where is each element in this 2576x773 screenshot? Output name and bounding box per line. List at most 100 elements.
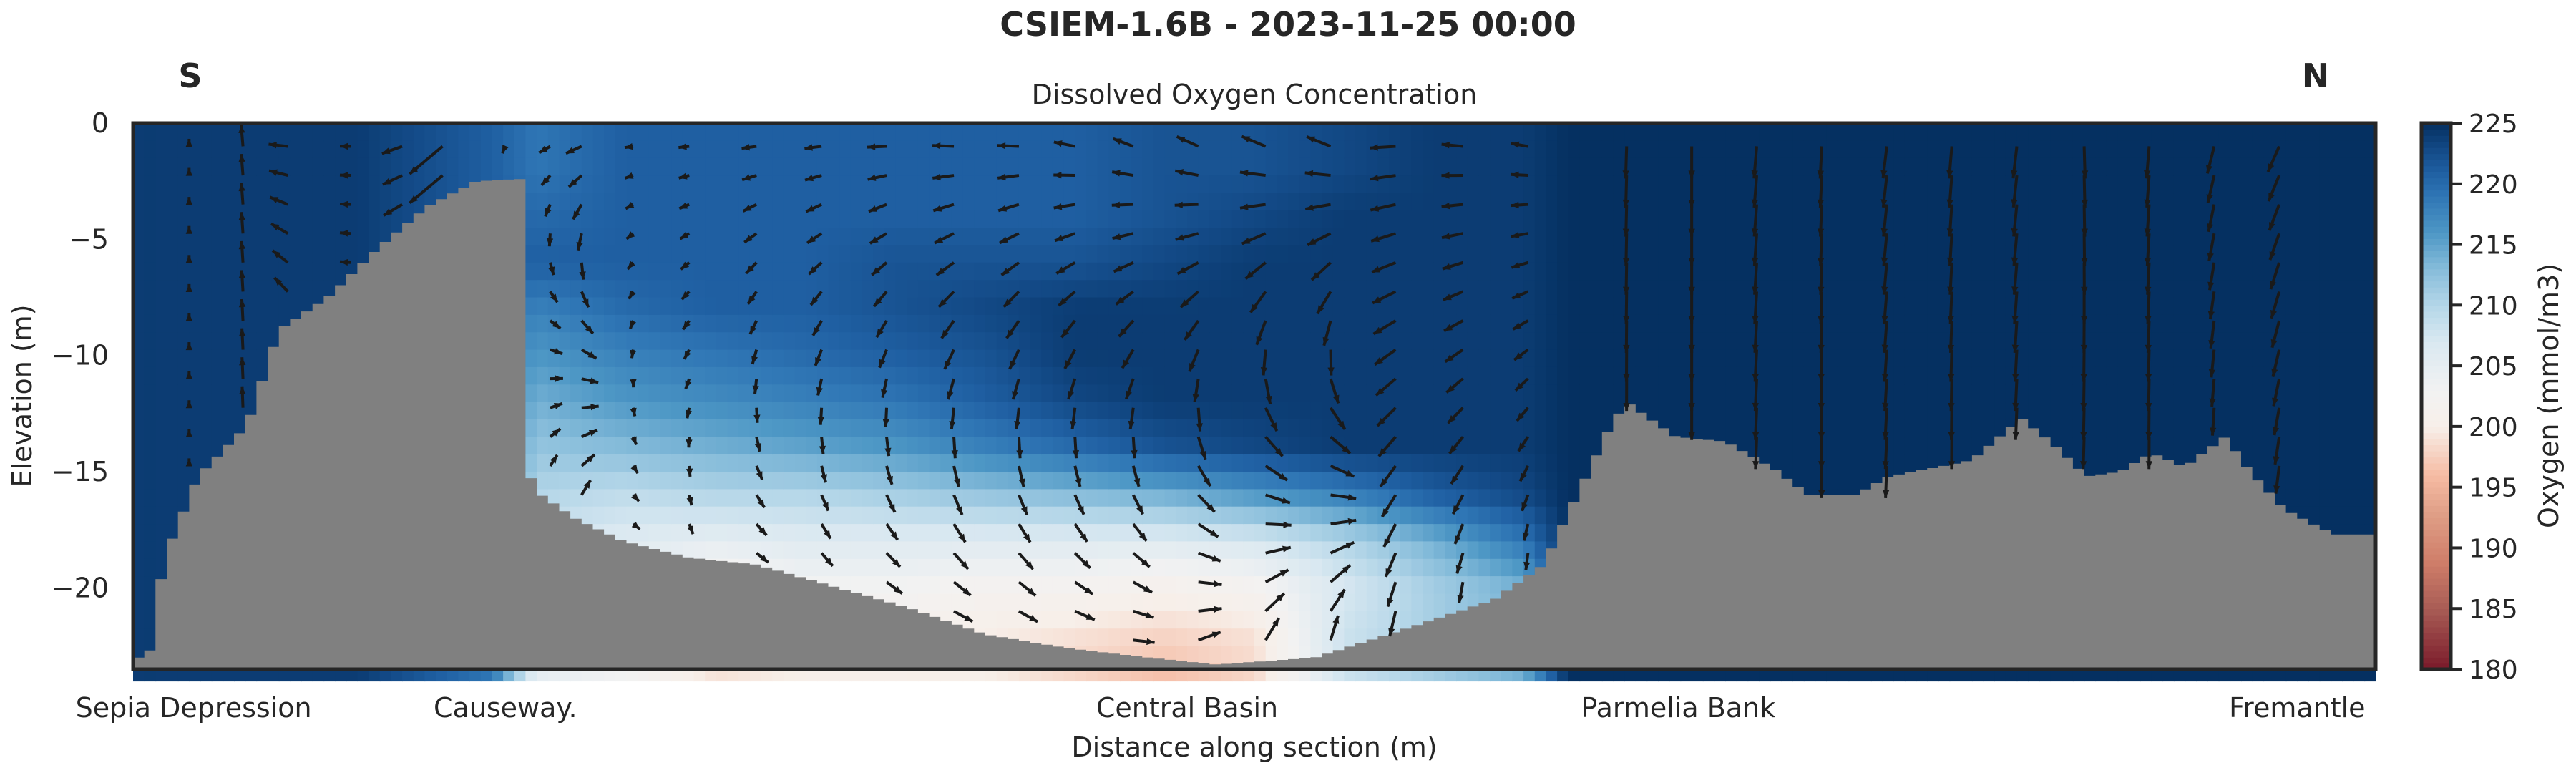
oxygen-cell xyxy=(794,384,806,403)
oxygen-cell xyxy=(794,332,806,351)
oxygen-cell xyxy=(648,472,661,490)
oxygen-cell xyxy=(1198,402,1211,420)
oxygen-cell xyxy=(772,210,784,228)
oxygen-cell xyxy=(189,210,201,228)
oxygen-cell xyxy=(1209,384,1221,403)
oxygen-cell xyxy=(929,437,942,455)
oxygen-cell xyxy=(1714,123,1726,142)
oxygen-cell xyxy=(581,437,594,455)
oxygen-cell xyxy=(1523,140,1536,159)
oxygen-cell xyxy=(1601,384,1614,403)
oxygen-cell xyxy=(839,558,852,577)
oxygen-cell xyxy=(839,384,852,403)
oxygen-cell xyxy=(1008,524,1020,543)
oxygen-cell xyxy=(1635,262,1648,281)
oxygen-cell xyxy=(133,541,145,560)
oxygen-cell xyxy=(1097,366,1110,386)
oxygen-cell xyxy=(749,297,762,316)
oxygen-cell xyxy=(133,419,145,438)
oxygen-cell xyxy=(581,140,594,159)
oxygen-cell xyxy=(1231,262,1244,281)
oxygen-cell xyxy=(940,157,952,176)
oxygen-cell xyxy=(1018,157,1031,176)
oxygen-cell xyxy=(895,472,908,490)
oxygen-cell xyxy=(200,437,213,455)
oxygen-cell xyxy=(1557,193,1569,211)
oxygen-cell xyxy=(1736,297,1749,316)
oxygen-cell xyxy=(884,349,897,368)
oxygen-cell xyxy=(559,437,571,455)
oxygen-cell xyxy=(1030,349,1043,368)
oxygen-cell xyxy=(1075,175,1087,194)
oxygen-cell xyxy=(1041,140,1053,159)
oxygen-cell xyxy=(301,262,313,281)
oxygen-cell xyxy=(200,245,213,263)
oxygen-cell xyxy=(1288,280,1300,298)
oxygen-cell xyxy=(738,419,751,438)
oxygen-cell xyxy=(1546,228,1558,246)
oxygen-cell xyxy=(1142,262,1154,281)
oxygen-cell xyxy=(895,280,908,298)
oxygen-cell xyxy=(660,262,672,281)
oxygen-cell xyxy=(469,123,482,142)
oxygen-cell xyxy=(828,524,840,543)
oxygen-cell xyxy=(1389,314,1401,334)
oxygen-cell xyxy=(974,506,986,525)
oxygen-cell xyxy=(537,123,549,142)
oxygen-cell xyxy=(996,454,1009,472)
oxygen-cell xyxy=(985,193,997,211)
oxygen-cell xyxy=(1310,349,1322,368)
oxygen-cell xyxy=(1848,419,1860,438)
oxygen-cell xyxy=(1299,454,1312,472)
oxygen-cell xyxy=(1277,262,1289,281)
oxygen-cell xyxy=(200,384,213,403)
oxygen-cell xyxy=(1792,366,1805,386)
oxygen-cell xyxy=(1501,175,1513,194)
oxygen-cell xyxy=(1310,262,1322,281)
oxygen-cell xyxy=(816,262,829,281)
oxygen-cell xyxy=(492,157,504,176)
oxygen-cell xyxy=(1870,193,1883,211)
oxygen-cell xyxy=(604,366,616,386)
oxygen-cell xyxy=(873,454,885,472)
oxygen-cell xyxy=(1770,384,1782,403)
oxygen-cell xyxy=(862,210,874,228)
oxygen-cell xyxy=(1692,349,1704,368)
oxygen-cell xyxy=(604,332,616,351)
oxygen-cell xyxy=(1209,558,1221,577)
oxygen-cell xyxy=(1153,506,1166,525)
oxygen-cell xyxy=(1423,524,1435,543)
oxygen-cell xyxy=(1277,123,1289,142)
oxygen-cell xyxy=(155,558,167,577)
oxygen-cell xyxy=(828,332,840,351)
oxygen-cell xyxy=(996,349,1009,368)
oxygen-cell xyxy=(1848,157,1860,176)
oxygen-cell xyxy=(638,332,650,351)
oxygen-cell xyxy=(1086,228,1098,246)
oxygen-cell xyxy=(379,210,392,228)
oxygen-cell xyxy=(1265,332,1278,351)
oxygen-cell xyxy=(1433,349,1446,368)
oxygen-cell xyxy=(1792,140,1805,159)
oxygen-cell xyxy=(167,419,179,438)
oxygen-cell xyxy=(929,576,942,595)
oxygen-cell xyxy=(1108,384,1121,403)
oxygen-cell xyxy=(1265,611,1278,629)
oxygen-cell xyxy=(1456,245,1468,263)
oxygen-cell xyxy=(716,332,728,351)
oxygen-cell xyxy=(1591,157,1603,176)
oxygen-cell xyxy=(1209,332,1221,351)
oxygen-cell xyxy=(211,280,224,298)
oxygen-cell xyxy=(1848,245,1860,263)
oxygen-cell xyxy=(895,419,908,438)
oxygen-cell xyxy=(1803,157,1816,176)
oxygen-cell xyxy=(1086,558,1098,577)
oxygen-cell xyxy=(1231,210,1244,228)
oxygen-cell xyxy=(1826,384,1838,403)
oxygen-cell xyxy=(1063,628,1076,647)
oxygen-cell xyxy=(1692,175,1704,194)
oxygen-cell xyxy=(1792,419,1805,438)
oxygen-cell xyxy=(806,210,818,228)
oxygen-cell xyxy=(1086,366,1098,386)
oxygen-cell xyxy=(1546,472,1558,490)
